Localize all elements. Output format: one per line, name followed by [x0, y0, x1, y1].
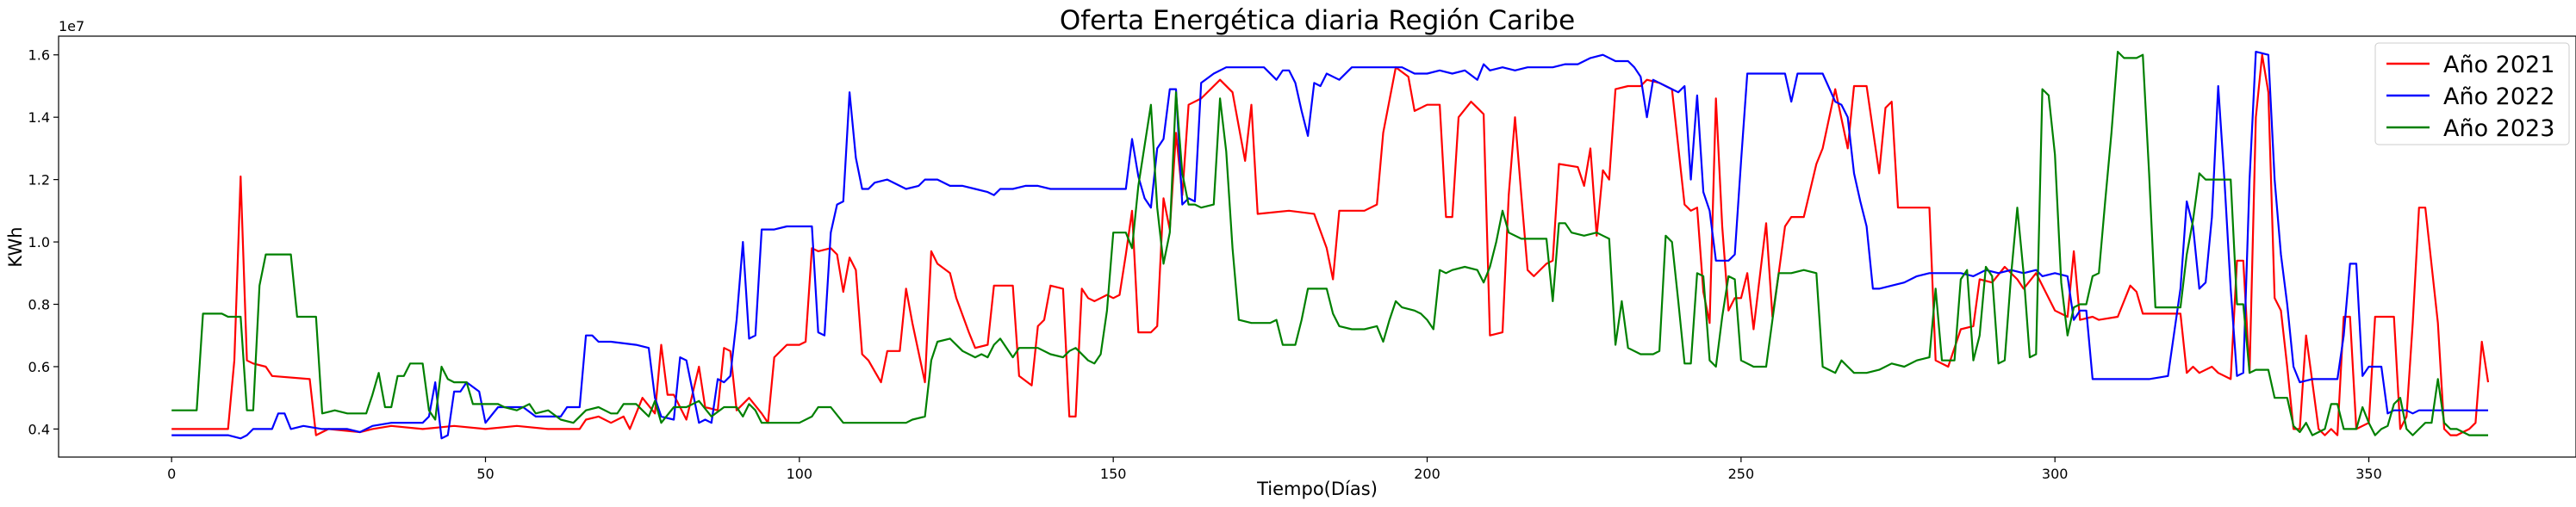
y-tick-label: 0.4	[28, 421, 50, 437]
x-tick-label: 250	[1728, 466, 1755, 482]
x-tick-label: 200	[1414, 466, 1440, 482]
x-axis: 0 50 100 150 200 250 300 350	[167, 457, 2382, 482]
series-line-1	[171, 53, 2490, 436]
legend-label-2: Año 2022	[2443, 83, 2554, 110]
legend-label-3: Año 2023	[2443, 115, 2554, 142]
plot-area	[58, 35, 2576, 458]
x-tick-label: 150	[1100, 466, 1127, 482]
series-layer	[171, 51, 2490, 440]
y-tick-label: 1.2	[28, 172, 50, 189]
y-tick-label: 0.8	[28, 297, 50, 313]
chart-title: Oferta Energética diaria Región Caribe	[1060, 5, 1575, 36]
plot-frame	[58, 35, 2576, 458]
x-tick-label: 300	[2042, 466, 2069, 482]
x-tick-label: 0	[167, 466, 176, 482]
y-offset-label: 1e7	[59, 18, 84, 34]
x-tick-label: 50	[476, 466, 494, 482]
y-tick-label: 1.0	[28, 234, 50, 250]
y-tick-label: 0.6	[28, 359, 50, 375]
x-axis-label: Tiempo(Días)	[1256, 479, 1378, 499]
x-tick-label: 350	[2355, 466, 2382, 482]
legend-box	[2374, 42, 2570, 145]
legend: Año 2021 Año 2022 Año 2023	[2374, 42, 2570, 145]
x-tick-label: 100	[787, 466, 813, 482]
series-line-3	[171, 51, 2488, 436]
y-tick-label: 1.4	[28, 109, 50, 126]
y-axis: 0.4 0.6 0.8 1.0 1.2 1.4 1.6	[28, 47, 59, 437]
y-axis-label: KWh	[5, 226, 26, 267]
series-line-2	[171, 51, 2488, 440]
legend-label-1: Año 2021	[2443, 52, 2554, 78]
y-tick-label: 1.6	[28, 47, 50, 64]
